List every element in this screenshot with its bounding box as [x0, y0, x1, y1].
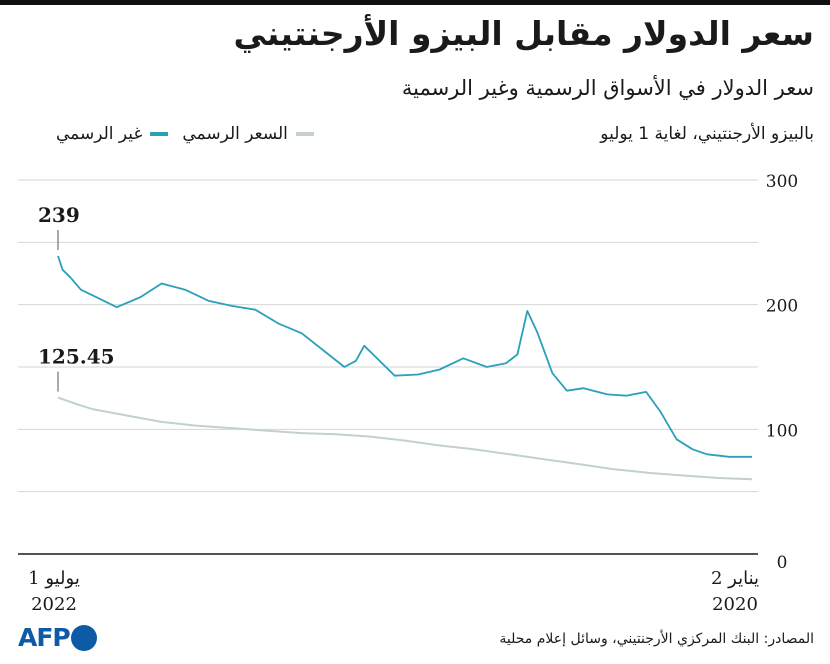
legend-swatch-informal [150, 132, 169, 136]
x-axis-end-year: 2022 [31, 594, 77, 615]
chart-subtitle: سعر الدولار في الأسواق الرسمية وغير الرس… [401, 76, 814, 100]
grid-lines [18, 179, 758, 555]
x-axis-start-day: 2 يناير [710, 568, 760, 589]
legend-label-informal: غير الرسمي [56, 124, 143, 144]
y-tick-label: 100 [766, 421, 798, 441]
legend-label-official: السعر الرسمي [182, 124, 288, 144]
x-axis-start-year: 2020 [712, 594, 758, 615]
source-note: المصادر: البنك المركزي الأرجنتيني، وسائل… [499, 631, 814, 647]
legend: السعر الرسمي غير الرسمي [56, 124, 314, 144]
series-line-official [57, 396, 753, 481]
annotation-label-official: 125.45 [38, 345, 115, 369]
chart-title: سعر الدولار مقابل البيزو الأرجنتيني [233, 14, 814, 53]
y-tick-label: 200 [766, 297, 798, 317]
annotations: 239 125.45 [38, 203, 115, 392]
y-tick-label: 300 [766, 172, 798, 192]
annotation-label-informal: 239 [38, 203, 80, 227]
x-axis-start-label: 2 يناير 2020 [700, 566, 770, 618]
series-line-informal [57, 255, 752, 458]
legend-swatch-official [295, 132, 314, 136]
x-axis-end-label: 1 يوليو 2022 [14, 566, 94, 618]
series-lines [57, 255, 753, 481]
top-rule [0, 0, 830, 5]
unit-label: بالبيزو الأرجنتيني، لغاية 1 يوليو [600, 124, 814, 144]
legend-item-official: السعر الرسمي [182, 124, 314, 144]
afp-logo-dot [70, 624, 97, 651]
legend-item-informal: غير الرسمي [56, 124, 169, 144]
y-tick-labels: 0 100 200 300 [766, 172, 798, 573]
y-tick-label: 0 [777, 553, 788, 573]
x-axis-end-day: 1 يوليو [28, 568, 80, 589]
afp-logo: AFP [18, 623, 97, 652]
afp-logo-text: AFP [18, 623, 71, 652]
